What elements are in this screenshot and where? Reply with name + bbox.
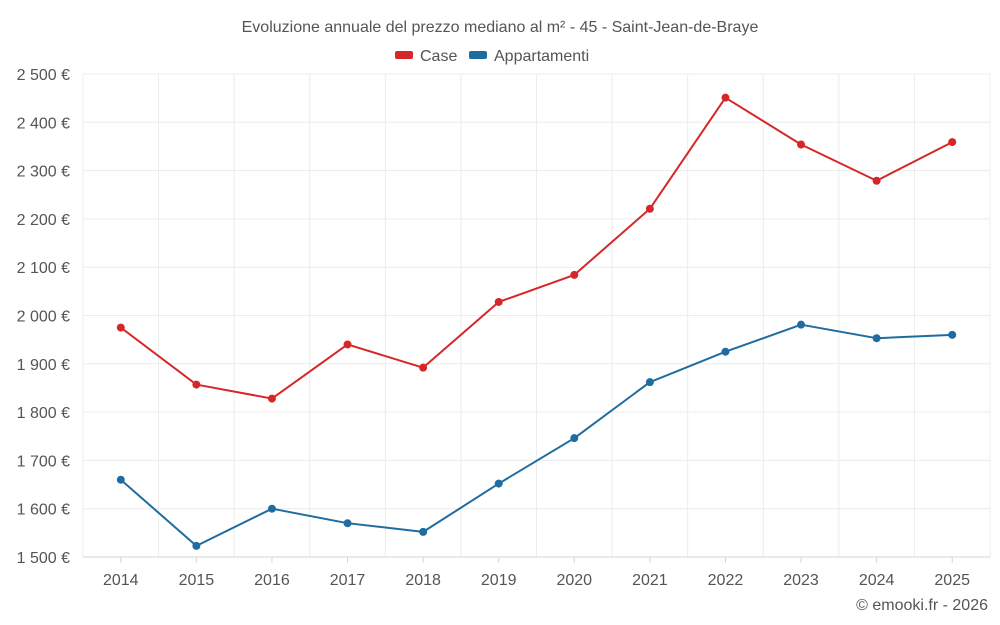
- x-tick-label: 2021: [632, 572, 668, 589]
- data-point-case[interactable]: [343, 340, 352, 349]
- legend-swatch-case: [395, 51, 413, 59]
- data-point-case[interactable]: [419, 363, 428, 372]
- y-tick-label: 1 700 €: [17, 453, 70, 470]
- data-point-appartamenti[interactable]: [721, 347, 730, 356]
- data-point-appartamenti[interactable]: [267, 504, 276, 513]
- y-tick-label: 2 500 €: [17, 67, 70, 84]
- y-tick-label: 1 900 €: [17, 357, 70, 374]
- chart-title: Evoluzione annuale del prezzo mediano al…: [242, 19, 759, 36]
- x-tick-label: 2025: [934, 572, 970, 589]
- data-point-appartamenti[interactable]: [494, 479, 503, 488]
- x-tick-label: 2022: [708, 572, 744, 589]
- y-tick-label: 2 000 €: [17, 309, 70, 326]
- data-point-case[interactable]: [570, 270, 579, 279]
- y-tick-label: 1 600 €: [17, 502, 70, 519]
- data-point-case[interactable]: [872, 176, 881, 185]
- data-point-appartamenti[interactable]: [116, 475, 125, 484]
- y-tick-label: 2 400 €: [17, 115, 70, 132]
- data-point-appartamenti[interactable]: [948, 330, 957, 339]
- legend-item-case[interactable]: Case: [395, 48, 457, 65]
- y-axis-ticks: 1 500 € 1 600 € 1 700 € 1 800 € 1 900 € 2 000…: [17, 67, 70, 567]
- y-tick-label: 2 200 €: [17, 212, 70, 229]
- data-point-case[interactable]: [797, 140, 806, 149]
- legend-label-case: Case: [420, 48, 457, 65]
- y-tick-label: 2 300 €: [17, 164, 70, 181]
- x-axis-ticks: 2014 2015 2016 2017 2018 2019 2020 2021 2022 2023…: [103, 557, 970, 589]
- series-line-case: [119, 96, 954, 400]
- x-tick-label: 2018: [405, 572, 441, 589]
- data-point-case[interactable]: [645, 204, 654, 213]
- data-point-case[interactable]: [192, 380, 201, 389]
- series-line-appartamenti: [119, 323, 954, 547]
- data-point-case[interactable]: [948, 138, 957, 147]
- data-point-case[interactable]: [267, 394, 276, 403]
- x-tick-label: 2017: [330, 572, 366, 589]
- data-point-appartamenti[interactable]: [419, 527, 428, 536]
- data-point-appartamenti[interactable]: [797, 320, 806, 329]
- data-point-case[interactable]: [116, 323, 125, 332]
- y-tick-label: 1 500 €: [17, 550, 70, 567]
- x-tick-label: 2014: [103, 572, 139, 589]
- data-point-case[interactable]: [494, 297, 503, 306]
- y-tick-label: 1 800 €: [17, 405, 70, 422]
- x-tick-label: 2015: [179, 572, 215, 589]
- data-point-appartamenti[interactable]: [570, 434, 579, 443]
- legend: Case Appartamenti: [395, 48, 589, 65]
- x-tick-label: 2020: [556, 572, 592, 589]
- legend-label-appartamenti: Appartamenti: [494, 48, 589, 65]
- x-tick-label: 2023: [783, 572, 819, 589]
- data-point-appartamenti[interactable]: [872, 334, 881, 343]
- series: [116, 93, 957, 550]
- data-point-appartamenti[interactable]: [343, 519, 352, 528]
- legend-swatch-appartamenti: [469, 51, 487, 59]
- y-tick-label: 2 100 €: [17, 260, 70, 277]
- data-point-appartamenti[interactable]: [645, 378, 654, 387]
- credit-text: © emooki.fr - 2026: [856, 597, 988, 614]
- x-tick-label: 2016: [254, 572, 290, 589]
- x-tick-label: 2024: [859, 572, 895, 589]
- grid: [82, 73, 991, 558]
- data-point-appartamenti[interactable]: [192, 541, 201, 550]
- legend-item-appartamenti[interactable]: Appartamenti: [469, 48, 589, 65]
- x-tick-label: 2019: [481, 572, 517, 589]
- data-point-case[interactable]: [721, 93, 730, 102]
